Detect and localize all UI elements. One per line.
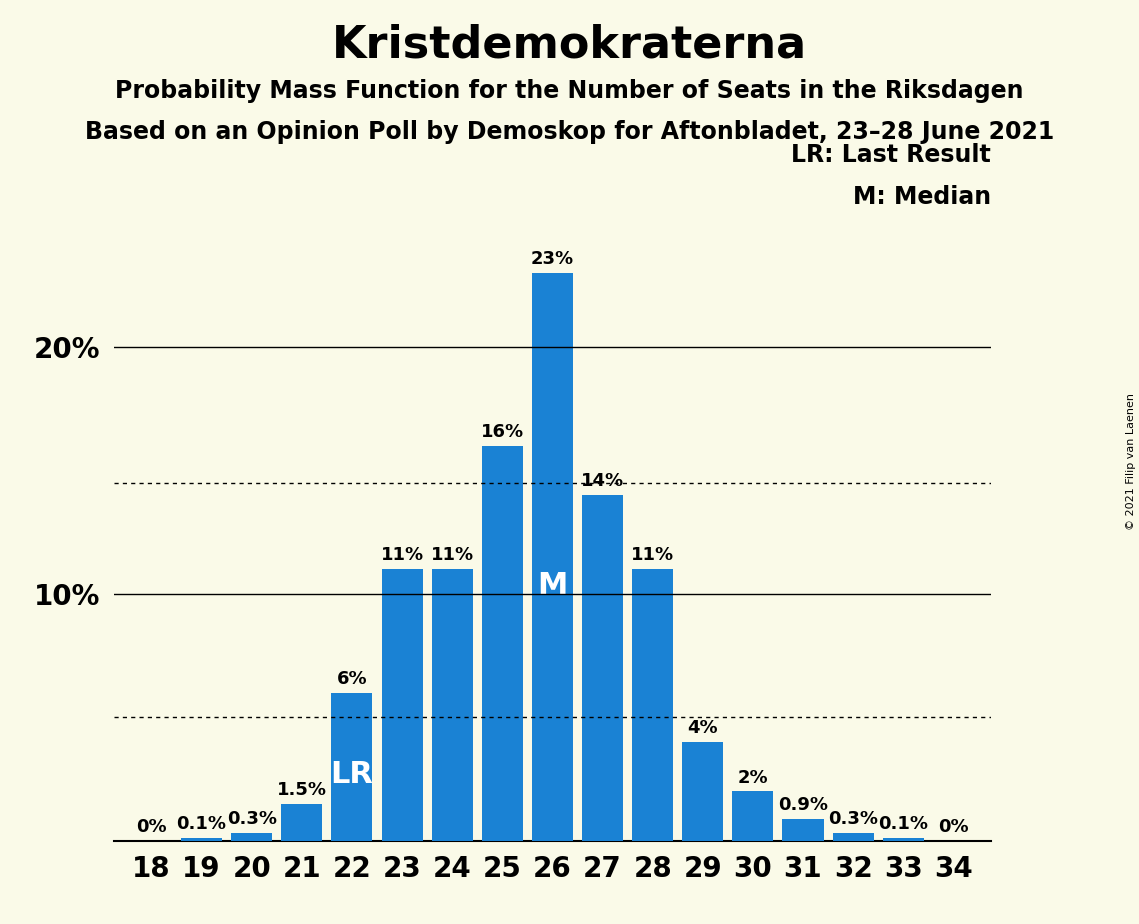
Text: 11%: 11% — [431, 546, 474, 565]
Bar — [331, 693, 372, 841]
Bar — [382, 569, 423, 841]
Bar — [833, 833, 874, 841]
Text: 11%: 11% — [380, 546, 424, 565]
Bar — [883, 838, 924, 841]
Text: 6%: 6% — [337, 670, 367, 687]
Bar — [582, 495, 623, 841]
Bar — [281, 804, 322, 841]
Text: 0%: 0% — [939, 818, 968, 836]
Text: 4%: 4% — [688, 719, 718, 737]
Text: 2%: 2% — [738, 769, 768, 786]
Bar — [432, 569, 473, 841]
Text: 0.3%: 0.3% — [828, 810, 878, 829]
Bar — [181, 838, 222, 841]
Bar — [231, 833, 272, 841]
Text: 0.1%: 0.1% — [878, 816, 928, 833]
Text: LR: LR — [330, 760, 374, 789]
Bar — [782, 819, 823, 841]
Text: 0.9%: 0.9% — [778, 796, 828, 814]
Text: LR: Last Result: LR: Last Result — [792, 143, 991, 167]
Text: 16%: 16% — [481, 422, 524, 441]
Text: M: M — [538, 571, 567, 600]
Text: 0.3%: 0.3% — [227, 810, 277, 829]
Text: 14%: 14% — [581, 472, 624, 490]
Text: 1.5%: 1.5% — [277, 781, 327, 799]
Text: 11%: 11% — [631, 546, 674, 565]
Text: 0.1%: 0.1% — [177, 816, 227, 833]
Text: Kristdemokraterna: Kristdemokraterna — [331, 23, 808, 67]
Text: M: Median: M: Median — [853, 185, 991, 209]
Text: Based on an Opinion Poll by Demoskop for Aftonbladet, 23–28 June 2021: Based on an Opinion Poll by Demoskop for… — [85, 120, 1054, 144]
Text: 23%: 23% — [531, 249, 574, 268]
Bar — [632, 569, 673, 841]
Text: Probability Mass Function for the Number of Seats in the Riksdagen: Probability Mass Function for the Number… — [115, 79, 1024, 103]
Bar — [532, 273, 573, 841]
Text: © 2021 Filip van Laenen: © 2021 Filip van Laenen — [1126, 394, 1136, 530]
Text: 0%: 0% — [137, 818, 166, 836]
Bar — [682, 742, 723, 841]
Bar — [482, 445, 523, 841]
Bar — [732, 792, 773, 841]
